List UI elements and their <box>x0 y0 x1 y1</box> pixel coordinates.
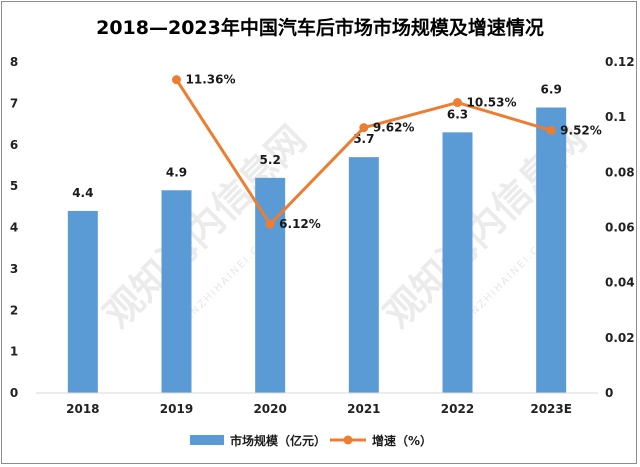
y-axis-left: 0 1 2 3 4 5 6 7 8 <box>10 55 18 400</box>
y-left-tick-label: 0 <box>10 386 18 400</box>
growth-point-2021 <box>359 123 369 133</box>
growth-label-2021: 9.62% <box>373 121 415 135</box>
legend-label-bar: 市场规模（亿元） <box>230 433 326 448</box>
y-left-tick-label: 1 <box>10 345 18 359</box>
bar-2018 <box>67 210 98 393</box>
legend-swatch-marker <box>343 435 353 445</box>
y-left-tick-label: 5 <box>10 179 18 193</box>
growth-label-2019: 11.36% <box>186 73 236 87</box>
bar-2021 <box>348 157 379 393</box>
bar-2019 <box>161 190 192 393</box>
growth-point-2022 <box>453 98 462 108</box>
x-tick-label: 2020 <box>253 402 286 416</box>
x-tick-label: 2023E <box>530 402 572 416</box>
growth-point-2023E <box>546 125 556 135</box>
bar-label-2021: 5.7 <box>353 132 374 146</box>
line-series <box>172 75 556 229</box>
y-axis-right: 0 0.02 0.04 0.06 0.08 0.1 0.12 <box>605 55 635 400</box>
bar-label-2019: 4.9 <box>166 165 187 179</box>
y-left-tick-label: 4 <box>10 221 18 235</box>
x-axis: 2018 2019 2020 2021 2022 2023E <box>36 392 598 416</box>
bar-label-2020: 5.2 <box>260 153 281 167</box>
y-right-tick-label: 0 <box>605 386 613 400</box>
y-left-tick-label: 6 <box>10 138 18 152</box>
bar-label-2018: 4.4 <box>72 186 93 200</box>
growth-point-2019 <box>172 75 181 85</box>
y-right-tick-label: 0.06 <box>605 221 635 235</box>
y-left-tick-label: 3 <box>10 262 18 276</box>
legend: 市场规模（亿元） 增速（%） <box>190 433 432 448</box>
growth-point-2020 <box>265 219 275 229</box>
line-value-labels: 11.36% 6.12% 9.62% 10.53% 9.52% <box>186 73 602 232</box>
x-tick-label: 2021 <box>347 402 380 416</box>
y-right-tick-label: 0.08 <box>605 165 635 179</box>
chart-title: 2018—2023年中国汽车后市场市场规模及增速情况 <box>96 16 544 39</box>
y-left-tick-label: 2 <box>10 303 18 317</box>
legend-swatch-bar <box>190 435 224 445</box>
bar-2023E <box>536 107 567 393</box>
bar-2022 <box>442 132 473 393</box>
legend-label-line: 增速（%） <box>372 433 432 448</box>
growth-label-2022: 10.53% <box>467 96 517 110</box>
y-right-tick-label: 0.04 <box>605 276 635 290</box>
growth-label-2023E: 9.52% <box>560 123 602 137</box>
y-right-tick-label: 0.1 <box>605 110 626 124</box>
x-tick-label: 2018 <box>66 402 99 416</box>
x-tick-label: 2022 <box>441 402 474 416</box>
bar-label-2023E: 6.9 <box>541 83 562 97</box>
y-right-tick-label: 0.02 <box>605 331 635 345</box>
y-right-tick-label: 0.12 <box>605 55 635 69</box>
x-tick-label: 2019 <box>160 402 193 416</box>
growth-label-2020: 6.12% <box>279 217 321 231</box>
y-left-tick-label: 7 <box>10 96 18 110</box>
bar-value-labels: 4.4 4.9 5.2 5.7 6.3 6.9 <box>72 83 562 200</box>
y-left-tick-label: 8 <box>10 55 18 69</box>
bar-label-2022: 6.3 <box>447 107 468 121</box>
